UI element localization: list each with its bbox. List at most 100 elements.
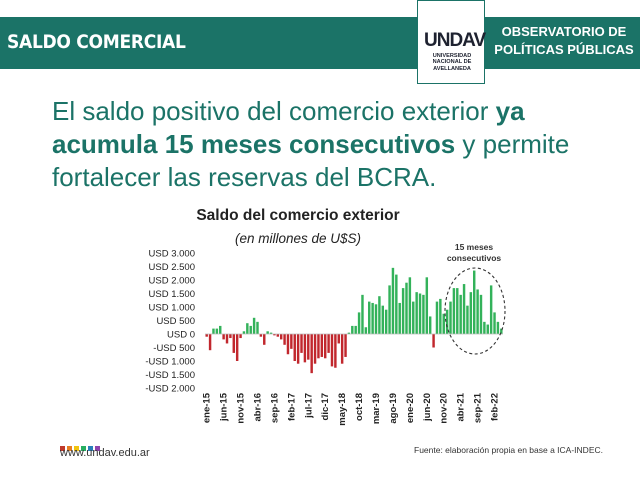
- bar: [334, 334, 337, 368]
- undav-logo[interactable]: UNDAV UNIVERSIDAD NACIONAL DE AVELLANEDA: [417, 0, 486, 84]
- bar: [500, 328, 503, 334]
- bar: [432, 334, 435, 348]
- bar: [486, 324, 489, 334]
- brand-dot: [95, 446, 100, 451]
- brand-dot: [81, 446, 86, 451]
- bar: [483, 321, 486, 334]
- observatory-title: OBSERVATORIO DE POLÍTICAS PÚBLICAS: [494, 24, 634, 57]
- bar: [351, 325, 354, 334]
- x-tick-label: mar-19: [371, 393, 382, 424]
- bar: [435, 301, 439, 334]
- bar: [445, 309, 449, 334]
- x-tick-label: sep-21: [473, 392, 484, 423]
- bar: [279, 334, 283, 340]
- x-tick-label: abr-21: [456, 392, 467, 421]
- y-tick-label: USD 1.500: [149, 289, 195, 300]
- y-tick-label: USD 0: [167, 330, 195, 341]
- bar: [219, 325, 222, 334]
- bar: [229, 334, 232, 339]
- bar: [303, 334, 307, 363]
- bar: [313, 334, 317, 364]
- bar: [276, 334, 280, 337]
- x-tick-label: abr-16: [252, 393, 263, 422]
- brand-dot: [74, 446, 79, 451]
- y-tick-label: USD 1.000: [149, 303, 195, 314]
- bar: [466, 305, 469, 334]
- bar: [225, 334, 229, 344]
- brand-color-dots: [60, 438, 102, 456]
- x-tick-label: oct-18: [354, 393, 365, 421]
- bar: [456, 288, 459, 334]
- section-title: SALDO COMERCIAL: [7, 31, 186, 53]
- bar: [205, 334, 208, 337]
- bar: [327, 334, 330, 353]
- bar: [340, 334, 344, 364]
- bar: [401, 288, 405, 334]
- x-tick-label: jul-17: [303, 393, 314, 419]
- bar: [283, 334, 286, 345]
- bar: [496, 321, 500, 334]
- brand-dot: [60, 446, 65, 451]
- bar: [398, 302, 401, 334]
- bar: [473, 270, 476, 334]
- bar: [252, 317, 256, 334]
- bar: [310, 334, 313, 374]
- headline: El saldo positivo del comercio exterior …: [52, 96, 570, 192]
- chart-title: Saldo del comercio exterior: [196, 207, 400, 224]
- logo-wordmark: UNDAV: [424, 30, 486, 51]
- bar: [449, 301, 452, 334]
- y-tick-label: -USD 2.000: [145, 384, 195, 395]
- bar: [320, 334, 324, 357]
- bar: [249, 325, 252, 334]
- x-tick-label: jun-20: [422, 393, 433, 422]
- y-tick-label: USD 2.000: [149, 276, 195, 287]
- x-tick-label: nov-15: [236, 392, 247, 423]
- y-tick-label: -USD 1.500: [145, 370, 195, 381]
- website-link[interactable]: www.undav.edu.ar: [60, 447, 150, 459]
- bar: [208, 334, 212, 351]
- bar: [452, 288, 456, 334]
- bar: [239, 334, 242, 339]
- bar: [296, 334, 300, 364]
- bar: [232, 334, 235, 353]
- bar: [246, 323, 249, 334]
- x-tick-label: jun-15: [219, 392, 230, 422]
- bar: [381, 305, 385, 334]
- x-tick-label: ene-20: [405, 393, 416, 423]
- bar: [395, 274, 398, 334]
- bar: [415, 292, 418, 334]
- bar: [412, 301, 415, 334]
- annotation-line2: consecutivos: [447, 253, 502, 263]
- logo-subtitle: UNIVERSIDAD NACIONAL DE AVELLANEDA: [432, 53, 472, 72]
- x-tick-label: feb-22: [490, 393, 501, 421]
- x-tick-label: ago-19: [388, 393, 399, 424]
- bar: [290, 334, 293, 349]
- bar: [428, 316, 432, 334]
- bar: [384, 309, 388, 334]
- y-tick-label: USD 500: [156, 316, 195, 327]
- bar: [469, 292, 473, 334]
- bar: [371, 302, 374, 334]
- bar: [235, 334, 239, 361]
- bar: [212, 328, 215, 334]
- bar: [408, 277, 412, 334]
- bar: [425, 277, 429, 334]
- bar: [293, 334, 296, 361]
- bar: [405, 282, 408, 334]
- bar: [337, 334, 340, 344]
- annotation-line1: 15 meses: [455, 242, 494, 252]
- bar: [489, 285, 493, 334]
- bar: [493, 312, 496, 334]
- x-tick-label: dic-17: [320, 393, 331, 420]
- x-tick-label: ene-15: [202, 392, 213, 423]
- bar: [317, 334, 320, 359]
- y-tick-label: USD 3.000: [149, 249, 195, 260]
- y-tick-label: -USD 1.000: [145, 357, 195, 368]
- x-tick-label: may-18: [337, 393, 348, 426]
- bar: [300, 334, 303, 353]
- highlight-ellipse: [444, 267, 506, 355]
- bar: [374, 304, 378, 334]
- bar: [476, 289, 479, 334]
- bar: [361, 294, 364, 334]
